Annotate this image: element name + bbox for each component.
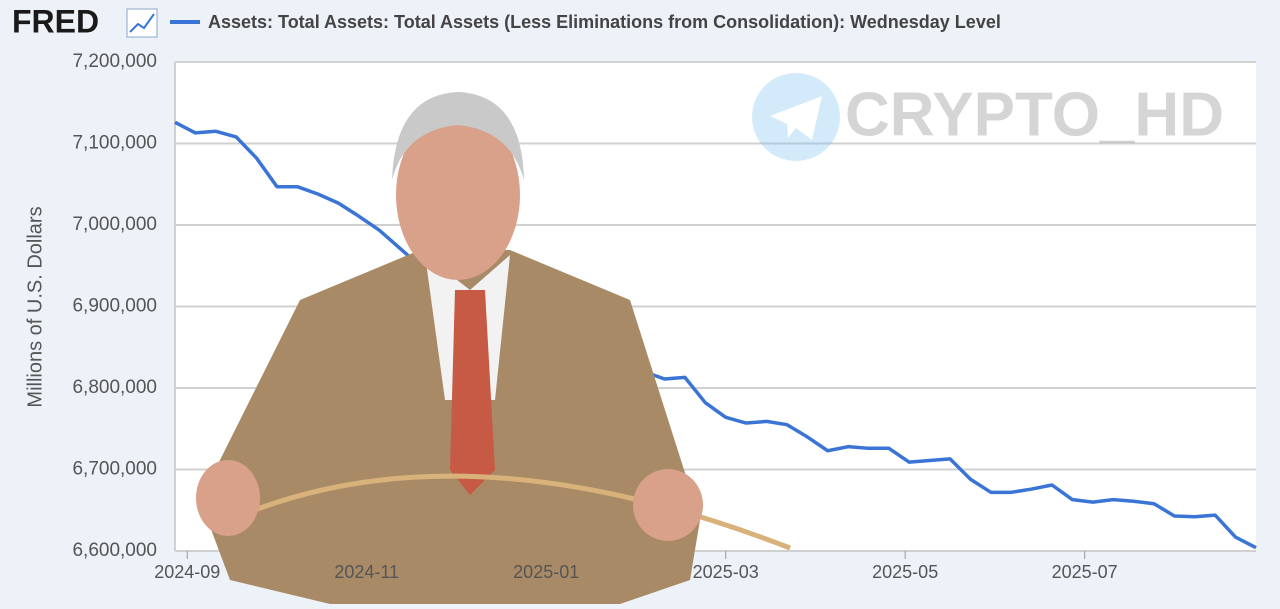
x-tick-label: 2025-07 [1052,562,1118,582]
watermark: CRYPTO_HD [752,73,1224,161]
brand-logo: FRED [12,3,99,39]
logo-icon [126,8,158,38]
x-tick-label: 2025-03 [693,562,759,582]
y-tick-label: 7,200,000 [72,51,157,72]
y-axis-label: Millions of U.S. Dollars [24,206,46,407]
y-tick-label: 6,700,000 [72,459,157,480]
y-tick-label: 6,800,000 [72,377,157,398]
x-tick-label: 2025-05 [872,562,938,582]
y-tick-label: 6,900,000 [72,296,157,317]
y-tick-label: 7,000,000 [72,214,157,235]
x-tick-label: 2024-09 [154,562,220,582]
x-tick-label: 2025-01 [513,562,579,582]
photo-overlay [196,92,791,604]
y-tick-label: 7,100,000 [72,133,157,154]
data-line [174,120,1257,550]
x-tick-label: 2024-11 [334,562,399,582]
legend-label: Assets: Total Assets: Total Assets (Less… [208,12,1001,32]
watermark-text: CRYPTO_HD [845,80,1224,149]
y-tick-label: 6,600,000 [72,540,157,561]
